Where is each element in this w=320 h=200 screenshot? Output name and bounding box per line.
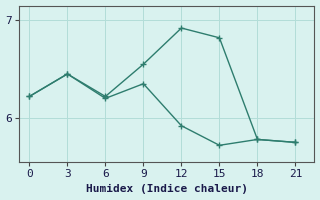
X-axis label: Humidex (Indice chaleur): Humidex (Indice chaleur)	[86, 184, 248, 194]
